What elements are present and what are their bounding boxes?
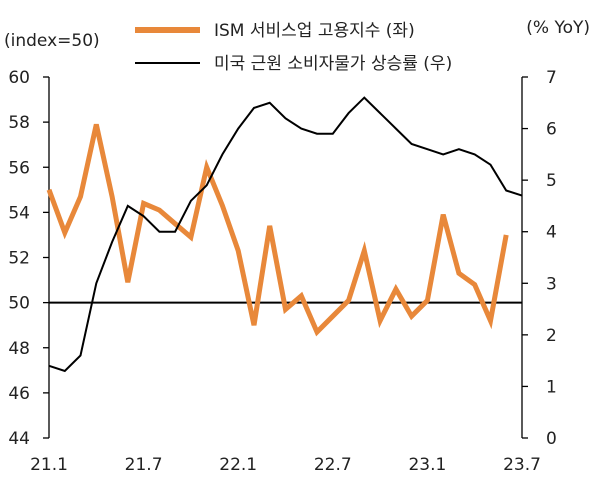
left-axis-tick-label: 56	[8, 158, 30, 178]
left-axis-tick-label: 48	[8, 339, 30, 359]
x-axis-tick-label: 23.1	[408, 455, 446, 475]
legend-label-us-core-cpi: 미국 근원 소비자물가 상승률 (우)	[214, 54, 452, 74]
left-axis-tick-label: 52	[8, 249, 30, 269]
right-axis-unit-label: (% YoY)	[526, 18, 590, 38]
right-axis-tick-label: 2	[546, 326, 557, 346]
x-axis-tick-label: 21.1	[30, 455, 68, 475]
legend-label-ism-services-employment: ISM 서비스업 고용지수 (좌)	[214, 21, 415, 41]
x-axis-tick-label: 22.7	[314, 455, 352, 475]
right-axis-tick-label: 7	[546, 68, 557, 88]
right-axis-tick-label: 3	[546, 274, 557, 294]
x-axis-tick-label: 23.7	[503, 455, 541, 475]
left-axis-tick-label: 58	[8, 113, 30, 133]
series-line-us-core-cpi	[48, 96, 523, 373]
left-axis-tick-label: 60	[8, 68, 30, 88]
plot-area	[46, 96, 523, 373]
left-axis-tick-label: 46	[8, 384, 30, 404]
right-axis-tick-label: 6	[546, 120, 557, 140]
left-axis-unit-label: (index=50)	[4, 31, 100, 51]
right-axis-tick-label: 1	[546, 377, 557, 397]
left-axis-tick-label: 54	[8, 203, 30, 223]
right-axis-tick-label: 0	[546, 429, 557, 449]
left-axis-tick-label: 44	[8, 429, 30, 449]
right-axis-tick-label: 4	[546, 223, 557, 243]
right-axis-tick-label: 5	[546, 171, 557, 191]
x-axis-tick-label: 22.1	[219, 455, 257, 475]
series-line-ism-services-employment	[46, 123, 509, 337]
legend: ISM 서비스업 고용지수 (좌) 미국 근원 소비자물가 상승률 (우)	[135, 21, 452, 74]
x-axis-tick-label: 21.7	[125, 455, 163, 475]
left-axis-tick-label: 50	[8, 294, 30, 314]
